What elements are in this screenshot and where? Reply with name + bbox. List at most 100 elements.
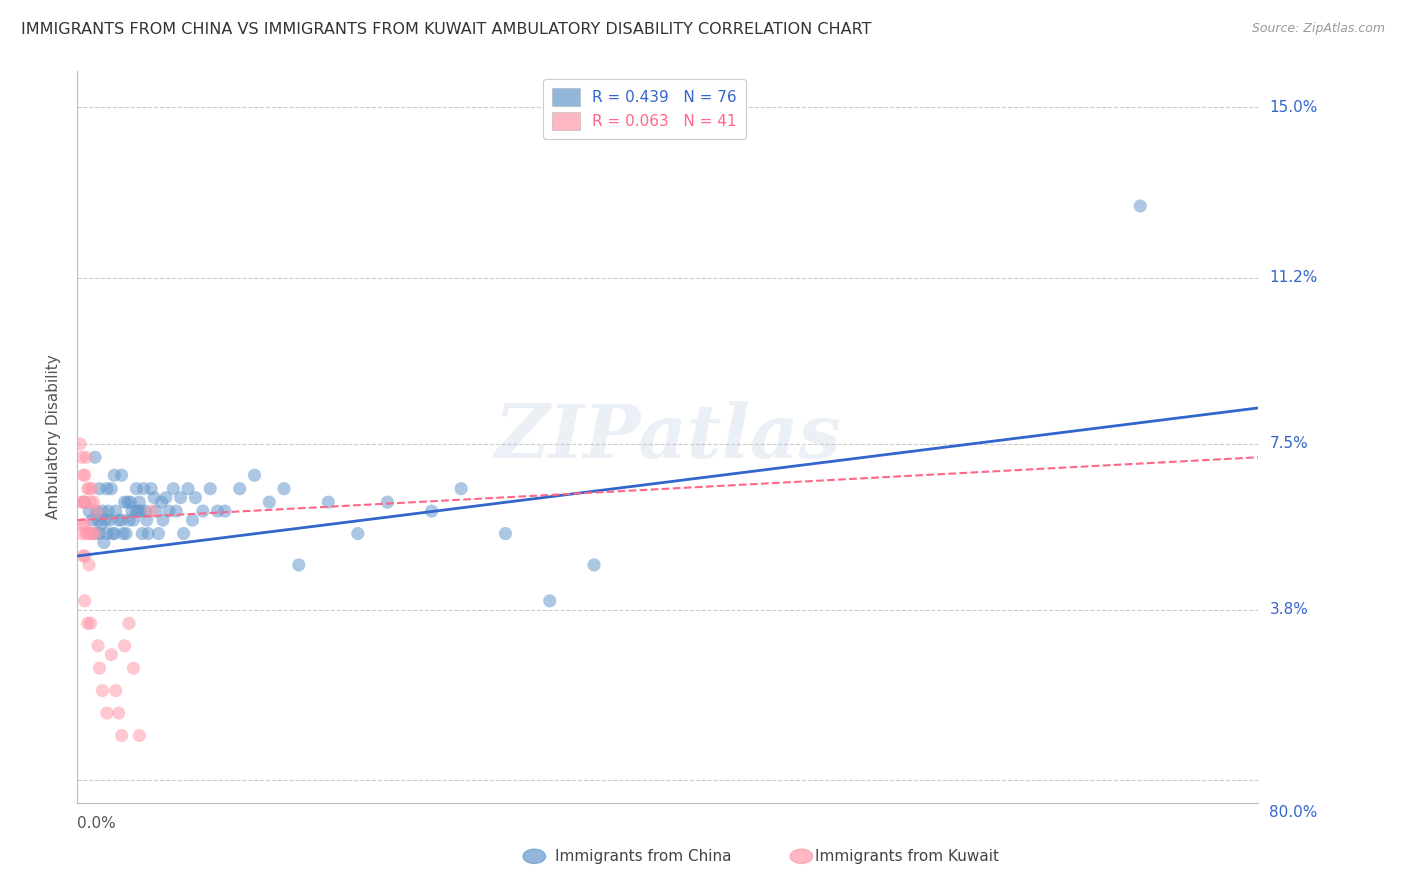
Point xyxy=(114,495,136,509)
Point xyxy=(73,594,96,608)
Text: Immigrants from Kuwait: Immigrants from Kuwait xyxy=(815,849,1000,863)
Point xyxy=(89,526,111,541)
Point xyxy=(170,491,193,505)
Point xyxy=(111,513,132,527)
Point xyxy=(72,549,94,563)
Point xyxy=(134,504,156,518)
Point xyxy=(117,495,139,509)
Point xyxy=(84,526,107,541)
Legend: R = 0.439   N = 76, R = 0.063   N = 41: R = 0.439 N = 76, R = 0.063 N = 41 xyxy=(543,79,745,139)
Point xyxy=(101,526,124,541)
Point xyxy=(87,639,110,653)
Point xyxy=(125,504,148,518)
Point xyxy=(70,495,93,509)
Point xyxy=(100,648,122,662)
Point xyxy=(75,526,97,541)
Text: 11.2%: 11.2% xyxy=(1270,270,1317,285)
Point xyxy=(75,450,97,465)
Point xyxy=(111,729,132,743)
Point xyxy=(87,513,110,527)
Point xyxy=(91,504,114,518)
Point xyxy=(152,513,174,527)
Point xyxy=(1129,199,1152,213)
Point xyxy=(191,504,214,518)
Text: IMMIGRANTS FROM CHINA VS IMMIGRANTS FROM KUWAIT AMBULATORY DISABILITY CORRELATIO: IMMIGRANTS FROM CHINA VS IMMIGRANTS FROM… xyxy=(21,22,872,37)
Point xyxy=(129,504,152,518)
Text: Immigrants from China: Immigrants from China xyxy=(555,849,733,863)
Point xyxy=(70,526,93,541)
Point xyxy=(165,504,187,518)
Point xyxy=(128,729,150,743)
Point xyxy=(103,468,125,483)
Point xyxy=(122,513,145,527)
Point xyxy=(86,504,108,518)
Point xyxy=(77,504,100,518)
Point xyxy=(82,513,104,527)
Point xyxy=(76,482,98,496)
Point xyxy=(420,504,443,518)
Point xyxy=(77,558,100,572)
Point xyxy=(96,482,118,496)
Point xyxy=(128,495,150,509)
Point xyxy=(73,517,96,532)
Point xyxy=(377,495,399,509)
Point xyxy=(76,616,98,631)
Point xyxy=(228,482,252,496)
Point xyxy=(155,491,177,505)
Point xyxy=(111,468,132,483)
Point xyxy=(181,513,204,527)
Point xyxy=(107,706,129,720)
Point xyxy=(184,491,207,505)
Point xyxy=(214,504,236,518)
Point xyxy=(98,513,121,527)
Point xyxy=(127,504,149,518)
Point xyxy=(97,504,120,518)
Point xyxy=(77,482,100,496)
Text: 3.8%: 3.8% xyxy=(1270,602,1309,617)
Point xyxy=(148,526,170,541)
Point xyxy=(89,482,111,496)
Point xyxy=(83,495,105,509)
Point xyxy=(104,504,127,518)
Point xyxy=(72,517,94,532)
Point xyxy=(538,594,561,608)
Point xyxy=(121,504,143,518)
Point xyxy=(73,549,96,563)
Point xyxy=(162,482,184,496)
Point xyxy=(118,513,141,527)
Point xyxy=(69,437,91,451)
Point xyxy=(318,495,340,509)
Point xyxy=(125,482,148,496)
Point xyxy=(273,482,295,496)
Point xyxy=(122,661,145,675)
Point xyxy=(100,482,122,496)
Point xyxy=(136,526,159,541)
Point xyxy=(118,616,141,631)
Point xyxy=(96,526,118,541)
Point xyxy=(79,526,101,541)
Y-axis label: Ambulatory Disability: Ambulatory Disability xyxy=(46,355,62,519)
Point xyxy=(132,482,155,496)
Point xyxy=(141,482,163,496)
Point xyxy=(84,450,107,465)
Point xyxy=(150,495,173,509)
Point xyxy=(114,639,136,653)
Point xyxy=(157,504,180,518)
Text: 0.0%: 0.0% xyxy=(77,816,117,831)
Point xyxy=(72,468,94,483)
Point xyxy=(135,513,157,527)
Point xyxy=(107,513,129,527)
Text: 7.5%: 7.5% xyxy=(1270,436,1308,451)
Point xyxy=(70,450,93,465)
Point xyxy=(259,495,281,509)
Point xyxy=(450,482,472,496)
Point xyxy=(495,526,517,541)
Point xyxy=(243,468,266,483)
Point xyxy=(346,526,368,541)
Text: 15.0%: 15.0% xyxy=(1270,100,1317,115)
Point xyxy=(73,468,96,483)
Point xyxy=(288,558,311,572)
Point xyxy=(73,495,96,509)
Point xyxy=(200,482,222,496)
Point xyxy=(82,482,104,496)
